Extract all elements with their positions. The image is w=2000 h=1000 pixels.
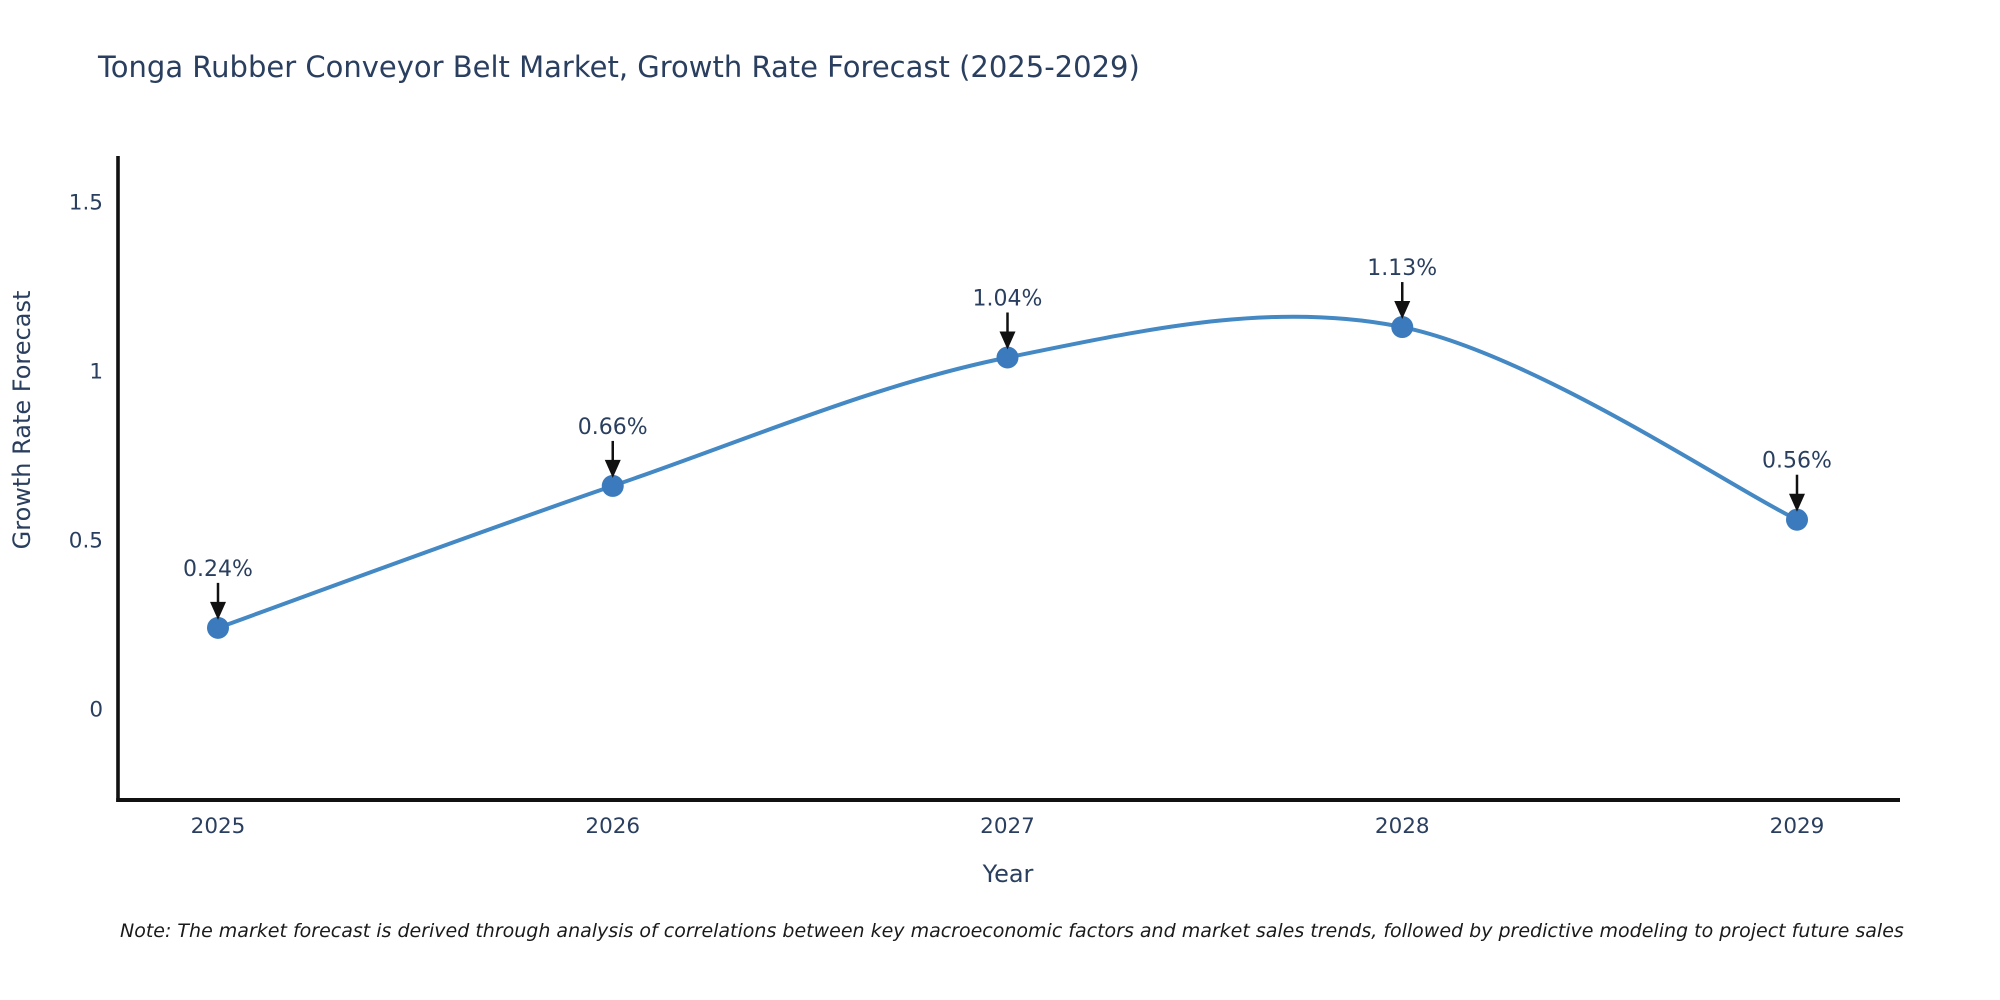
- y-tick-label: 0: [89, 698, 103, 723]
- annotation-arrowhead-icon: [210, 601, 226, 620]
- ticks-layer: 0 0.5 1 1.5 2025 2026 2027 2028 2029: [69, 191, 1825, 840]
- annotation-arrowhead-icon: [1394, 301, 1411, 320]
- annotation-arrowhead-icon: [1789, 493, 1805, 512]
- point-label: 0.56%: [1762, 449, 1832, 474]
- footnote: Note: The market forecast is derived thr…: [120, 920, 1904, 942]
- x-tick-label: 2025: [191, 814, 246, 839]
- chart-title: Tonga Rubber Conveyor Belt Market, Growt…: [98, 50, 1140, 84]
- x-tick-label: 2028: [1375, 814, 1430, 839]
- point-label: 1.13%: [1367, 256, 1437, 281]
- data-point-marker-2027[interactable]: [996, 346, 1019, 369]
- y-tick-label: 1: [89, 360, 103, 385]
- data-point-marker-2028[interactable]: [1391, 316, 1414, 339]
- point-label: 0.66%: [578, 415, 648, 440]
- x-axis-title: Year: [982, 860, 1034, 888]
- x-tick-label: 2026: [585, 814, 640, 839]
- point-label: 1.04%: [973, 286, 1043, 311]
- x-tick-label: 2027: [980, 814, 1035, 839]
- annotation-arrowhead-icon: [999, 331, 1016, 350]
- annotation-arrowhead-icon: [604, 459, 621, 478]
- series-layer: [207, 314, 1808, 639]
- data-point-marker-2029[interactable]: [1786, 508, 1808, 531]
- y-tick-label: 1.5: [69, 191, 103, 216]
- annotations-layer: 0.24% 0.66% 1.04% 1.13% 0.56%: [183, 256, 1832, 620]
- data-point-marker-2025[interactable]: [207, 616, 229, 639]
- y-axis-title: Growth Rate Forecast: [8, 291, 36, 550]
- x-tick-label: 2029: [1770, 814, 1825, 839]
- point-label: 0.24%: [183, 557, 253, 582]
- data-point-marker-2026[interactable]: [601, 474, 624, 497]
- y-tick-label: 0.5: [69, 529, 103, 554]
